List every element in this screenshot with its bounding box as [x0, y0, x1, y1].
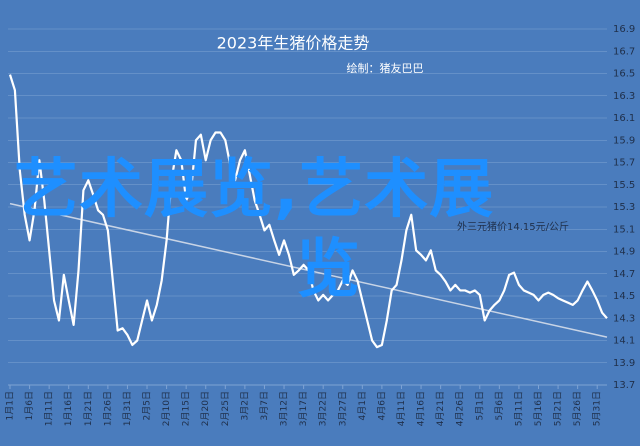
x-tick-label: 1月11日	[44, 391, 55, 426]
y-tick-label: 16.3	[613, 91, 635, 102]
x-tick-label: 1月21日	[83, 391, 94, 426]
y-tick-label: 16.5	[613, 69, 635, 80]
x-tick-label: 5月11日	[513, 391, 524, 426]
x-tick-label: 4月26日	[455, 391, 466, 426]
price-line	[8, 74, 608, 349]
y-tick-label: 15.5	[613, 180, 635, 191]
x-tick-label: 3月2日	[239, 391, 250, 420]
x-tick-label: 3月7日	[259, 391, 270, 420]
x-tick-label: 3月22日	[318, 391, 329, 426]
x-tick-label: 5月26日	[572, 391, 583, 426]
x-tick-label: 3月17日	[298, 391, 309, 426]
x-tick-label: 2月5日	[142, 391, 153, 420]
chart-title: 2023年生猪价格走势	[217, 34, 370, 53]
watermark-line: 览	[296, 233, 361, 307]
y-tick-label: 15.1	[613, 224, 635, 235]
x-tick-label: 2月15日	[181, 391, 192, 426]
y-tick-label: 16.7	[613, 46, 635, 57]
x-tick-label: 3月12日	[279, 391, 290, 426]
y-tick-label: 16.9	[613, 24, 635, 35]
x-tick-label: 2月20日	[200, 391, 211, 426]
x-tick-label: 4月1日	[357, 391, 368, 420]
x-tick-label: 4月6日	[376, 391, 387, 420]
y-tick-label: 14.9	[613, 247, 635, 258]
y-tick-label: 13.9	[613, 358, 635, 369]
x-tick-label: 5月6日	[494, 391, 505, 420]
y-tick-label: 14.1	[613, 336, 635, 347]
y-tick-label: 15.9	[613, 135, 635, 146]
x-tick-label: 3月27日	[337, 391, 348, 426]
x-tick-label: 5月16日	[533, 391, 544, 426]
y-tick-label: 15.3	[613, 202, 635, 213]
x-tick-label: 4月11日	[396, 391, 407, 426]
y-tick-label: 14.5	[613, 291, 635, 302]
y-tick-label: 13.7	[613, 380, 635, 391]
watermark: 艺术展览,艺术展 览	[14, 150, 614, 310]
x-tick-label: 5月1日	[474, 391, 485, 420]
x-tick-label: 5月31日	[592, 391, 603, 426]
annotation: 外三元猪价14.15元/公斤	[457, 221, 569, 233]
watermark-line: 艺术展览,艺术展	[14, 153, 495, 227]
plot: 13.7 13.9 14.1 14.3 14.5 14.7 14.9 15.1 15.3 15.5…	[5, 24, 636, 426]
y-tick-label: 16.1	[613, 113, 635, 124]
chart-subtitle: 绘制：猪友巴巴	[347, 61, 424, 75]
x-tick-label: 1月16日	[63, 391, 74, 426]
x-tick-label: 2月25日	[220, 391, 231, 426]
x-tick-label: 1月26日	[102, 391, 113, 426]
y-tick-label: 14.7	[613, 269, 635, 280]
x-tick-label: 1月6日	[24, 391, 35, 420]
x-tick-label: 4月16日	[416, 391, 427, 426]
x-tick-label: 5月21日	[553, 391, 564, 426]
y-tick-label: 15.7	[613, 158, 635, 169]
x-tick-label: 1月1日	[5, 391, 16, 420]
x-tick-label: 4月21日	[435, 391, 446, 426]
x-tick-label: 2月10日	[161, 391, 172, 426]
x-tick-label: 1月31日	[122, 391, 133, 426]
y-tick-label: 14.3	[613, 313, 635, 324]
